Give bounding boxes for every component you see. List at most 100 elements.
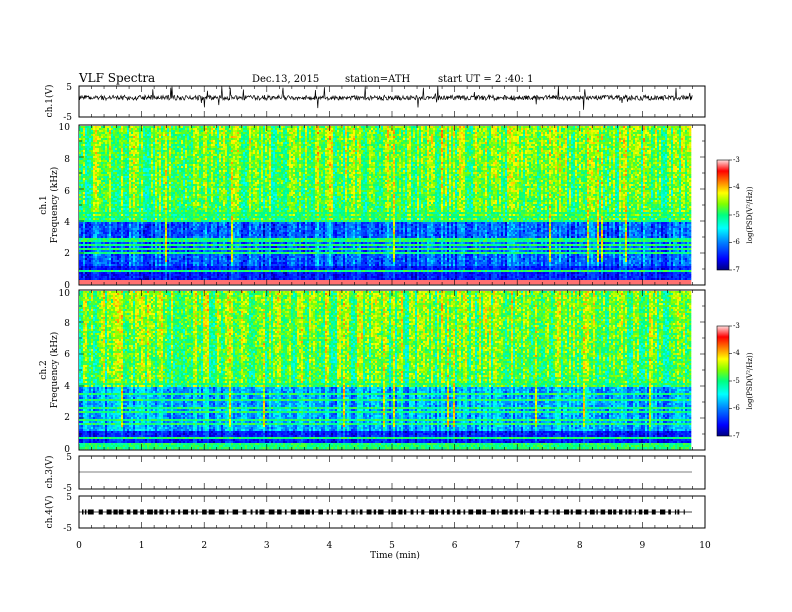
spectrogram-cell [509, 146, 511, 148]
spectrogram-cell [487, 126, 489, 128]
spectrogram-cell [483, 144, 485, 146]
spectrogram-cell [347, 148, 349, 150]
spectrogram-cell [385, 154, 387, 156]
spectrogram-cell [535, 132, 537, 134]
spectrogram-cell [413, 130, 415, 132]
spectrogram-cell [167, 142, 169, 144]
spectrogram-cell [249, 128, 251, 130]
spectrogram-cell [121, 142, 123, 144]
spectrogram-cell [485, 146, 487, 148]
spectrogram-cell [367, 126, 369, 128]
spectrogram-cell [477, 142, 479, 144]
spectrogram-cell [265, 132, 267, 134]
spectrogram-cell [527, 154, 529, 156]
spectrogram-cell [233, 152, 235, 154]
spectrogram-cell [469, 134, 471, 136]
spectrogram-cell [97, 126, 99, 128]
spectrogram-cell [191, 126, 193, 128]
spectrogram-cell [527, 134, 529, 136]
spectrogram-cell [241, 138, 243, 140]
spectrogram-cell [269, 128, 271, 130]
spectrogram-cell [509, 130, 511, 132]
spectrogram-cell [309, 134, 311, 136]
spectrogram-cell [311, 148, 313, 150]
spectrogram-cell [393, 130, 395, 132]
spectrogram-cell [339, 140, 341, 142]
spectrogram-cell [565, 142, 567, 144]
spectrogram-cell [127, 154, 129, 156]
spectrogram-cell [513, 130, 515, 132]
spectrogram-cell [669, 146, 671, 148]
spectrogram-cell [241, 128, 243, 130]
spectrogram-cell [621, 128, 623, 130]
spectrogram-cell [663, 126, 665, 128]
spectrogram-cell [297, 154, 299, 156]
spectrogram-cell [659, 136, 661, 138]
spectrogram-cell [237, 128, 239, 130]
spectrogram-cell [275, 150, 277, 152]
spectrogram-cell [79, 128, 81, 130]
spectrogram-cell [543, 148, 545, 150]
spectrogram-cell [681, 146, 683, 148]
spectrogram-cell [409, 130, 411, 132]
spectrogram-cell [319, 146, 321, 148]
spectrogram-cell [231, 128, 233, 130]
spectrogram-cell [419, 128, 421, 130]
spectrogram-cell [157, 154, 159, 156]
spectrogram-cell [151, 140, 153, 142]
spectrogram-cell [621, 126, 623, 128]
spectrogram-cell [685, 130, 687, 132]
spectrogram-cell [345, 152, 347, 154]
spectrogram-cell [197, 150, 199, 152]
spectrogram-cell [421, 130, 423, 132]
spectrogram-cell [539, 146, 541, 148]
spectrogram-cell [589, 132, 591, 134]
spectrogram-cell [279, 156, 281, 158]
spectrogram-cell [417, 146, 419, 148]
spectrogram-cell [513, 132, 515, 134]
spectrogram-cell [321, 144, 323, 146]
spectrogram-cell [375, 146, 377, 148]
spectrogram-cell [491, 144, 493, 146]
spectrogram-cell [149, 132, 151, 134]
spectrogram-cell [119, 146, 121, 148]
spectrogram-cell [207, 132, 209, 134]
spectrogram-cell [609, 154, 611, 156]
spectrogram-cell [283, 128, 285, 130]
spectrogram-cell [471, 154, 473, 156]
spectrogram-cell [565, 150, 567, 152]
spectrogram-cell [139, 154, 141, 156]
spectrogram-cell [457, 126, 459, 128]
spectrogram-cell [531, 148, 533, 150]
spectrogram-cell [395, 144, 397, 146]
spectrogram-cell [459, 130, 461, 132]
spectrogram-cell [291, 150, 293, 152]
spectrogram-cell [677, 148, 679, 150]
spectrogram-cell [619, 144, 621, 146]
spectrogram-cell [165, 128, 167, 130]
spectrogram-cell [183, 152, 185, 154]
spectrogram-cell [605, 152, 607, 154]
spectrogram-cell [623, 140, 625, 142]
spectrogram-cell [421, 128, 423, 130]
spectrogram-cell [589, 144, 591, 146]
spectrogram-cell [111, 146, 113, 148]
spectrogram-cell [247, 146, 249, 148]
spectrogram-cell [133, 132, 135, 134]
spectrogram-cell [221, 130, 223, 132]
spectrogram-cell [169, 150, 171, 152]
spectrogram-cell [171, 128, 173, 130]
spectrogram-cell [119, 132, 121, 134]
spectrogram-cell [255, 156, 257, 158]
spectrogram-cell [189, 156, 191, 158]
spectrogram-cell [677, 132, 679, 134]
spectrogram-cell [333, 150, 335, 152]
spectrogram-cell [101, 130, 103, 132]
spectrogram-cell [523, 128, 525, 130]
spectrogram-cell [113, 128, 115, 130]
spectrogram-cell [387, 130, 389, 132]
spectrogram-cell [617, 136, 619, 138]
spectrogram-cell [439, 136, 441, 138]
spectrogram-cell [235, 128, 237, 130]
spectrogram-cell [577, 144, 579, 146]
